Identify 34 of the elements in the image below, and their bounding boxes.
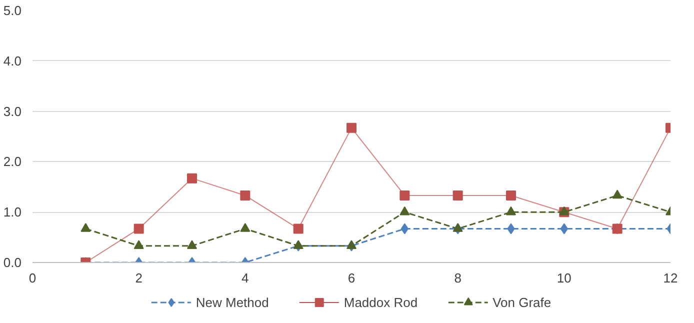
point — [240, 190, 250, 200]
y-tick-label: 3.0 — [3, 104, 22, 119]
y-tick-label: 5.0 — [3, 3, 22, 18]
legend-label: Maddox Rod — [344, 294, 418, 310]
point — [187, 173, 197, 184]
point — [293, 224, 304, 234]
point — [293, 240, 304, 249]
y-tick-label: 2.0 — [3, 154, 22, 170]
point — [134, 224, 144, 234]
point — [452, 223, 463, 232]
legend-label: New Method — [196, 294, 269, 310]
point — [506, 206, 516, 216]
point — [400, 190, 410, 200]
x-tick-label: 2 — [135, 270, 142, 286]
x-tick-label: 4 — [242, 270, 249, 286]
point — [240, 223, 250, 232]
point — [400, 206, 410, 216]
y-tick-label: 1.0 — [3, 204, 22, 220]
point — [452, 190, 463, 200]
point — [346, 240, 356, 249]
y-tick-label: 4.0 — [3, 53, 22, 68]
x-tick-label: 6 — [348, 270, 356, 286]
x-tick-label: 0 — [28, 270, 36, 286]
point — [346, 122, 356, 133]
x-tick-label: 10 — [556, 270, 572, 286]
x-tick-label: 12 — [663, 270, 678, 286]
point — [80, 223, 91, 232]
legend-label: Von Grafe — [492, 294, 552, 310]
point — [506, 190, 516, 200]
y-tick-label: 0.0 — [3, 255, 22, 270]
point — [612, 190, 622, 199]
point — [187, 240, 197, 249]
x-tick-label: 8 — [454, 270, 462, 286]
point — [134, 240, 144, 249]
